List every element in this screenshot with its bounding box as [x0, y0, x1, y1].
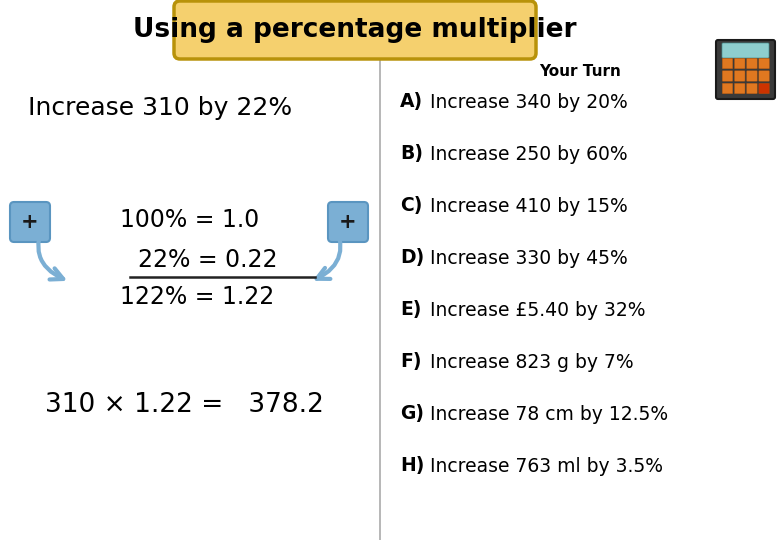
Text: 100% = 1.0: 100% = 1.0 [120, 208, 259, 232]
Text: E): E) [400, 300, 421, 320]
Text: 122% = 1.22: 122% = 1.22 [120, 285, 275, 309]
Text: Increase 763 ml by 3.5%: Increase 763 ml by 3.5% [424, 456, 663, 476]
Text: B): B) [400, 145, 423, 164]
Text: Increase £5.40 by 32%: Increase £5.40 by 32% [424, 300, 645, 320]
Text: Using a percentage multiplier: Using a percentage multiplier [133, 17, 576, 43]
Text: 310 × 1.22 =   378.2: 310 × 1.22 = 378.2 [45, 392, 324, 418]
FancyBboxPatch shape [746, 71, 757, 82]
Text: Increase 78 cm by 12.5%: Increase 78 cm by 12.5% [424, 404, 668, 423]
FancyBboxPatch shape [746, 58, 757, 69]
FancyBboxPatch shape [759, 71, 769, 82]
FancyBboxPatch shape [716, 40, 775, 99]
Text: H): H) [400, 456, 424, 476]
FancyBboxPatch shape [746, 83, 757, 94]
FancyBboxPatch shape [722, 58, 732, 69]
FancyBboxPatch shape [10, 202, 50, 242]
Text: D): D) [400, 248, 424, 267]
Text: Increase 250 by 60%: Increase 250 by 60% [424, 145, 627, 164]
FancyBboxPatch shape [722, 71, 732, 82]
Text: +: + [21, 212, 39, 232]
Text: F): F) [400, 353, 421, 372]
FancyBboxPatch shape [722, 43, 769, 58]
FancyBboxPatch shape [328, 202, 368, 242]
Text: A): A) [400, 92, 423, 111]
Text: G): G) [400, 404, 424, 423]
Text: Increase 330 by 45%: Increase 330 by 45% [424, 248, 628, 267]
Text: Your Turn: Your Turn [539, 64, 621, 79]
FancyBboxPatch shape [735, 58, 745, 69]
Text: Increase 310 by 22%: Increase 310 by 22% [28, 96, 292, 120]
FancyBboxPatch shape [722, 83, 732, 94]
FancyBboxPatch shape [759, 83, 769, 94]
FancyBboxPatch shape [759, 58, 769, 69]
FancyBboxPatch shape [174, 1, 536, 59]
Text: Increase 410 by 15%: Increase 410 by 15% [424, 197, 628, 215]
FancyBboxPatch shape [735, 83, 745, 94]
Text: C): C) [400, 197, 422, 215]
Text: +: + [339, 212, 356, 232]
Text: Increase 823 g by 7%: Increase 823 g by 7% [424, 353, 633, 372]
Text: Increase 340 by 20%: Increase 340 by 20% [424, 92, 628, 111]
Text: 22% = 0.22: 22% = 0.22 [138, 248, 278, 272]
FancyBboxPatch shape [735, 71, 745, 82]
